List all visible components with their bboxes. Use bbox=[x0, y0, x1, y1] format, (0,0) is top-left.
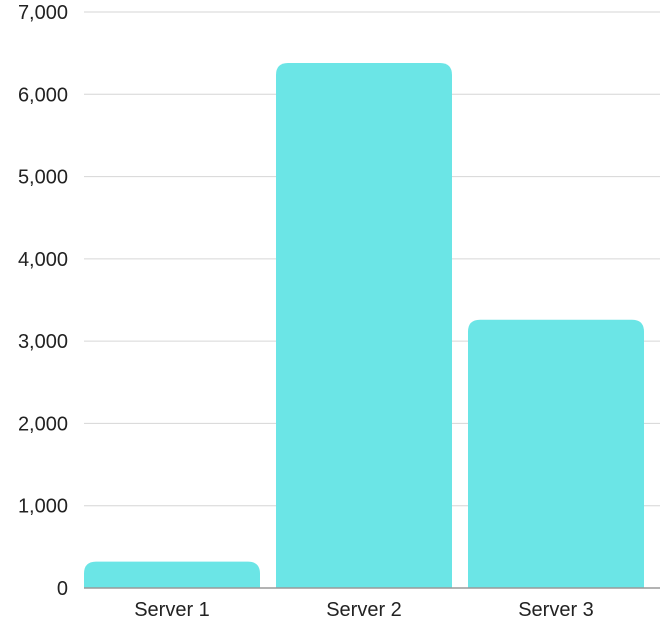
y-tick-label: 7,000 bbox=[18, 2, 68, 24]
x-tick-label: Server 1 bbox=[134, 599, 210, 619]
x-tick-label: Server 2 bbox=[326, 599, 402, 619]
y-tick-label: 5,000 bbox=[18, 167, 68, 189]
y-tick-label: 3,000 bbox=[18, 331, 68, 353]
x-tick-label: Server 3 bbox=[518, 599, 594, 619]
bar-server-1 bbox=[84, 561, 260, 588]
bars bbox=[84, 63, 644, 588]
y-tick-label: 0 bbox=[57, 578, 68, 600]
y-tick-label: 6,000 bbox=[18, 84, 68, 106]
bar-server-3 bbox=[468, 319, 644, 588]
bar-server-2 bbox=[276, 63, 452, 588]
y-axis-tick-labels: 0 1,000 2,000 3,000 4,000 5,000 6,000 7,000 bbox=[18, 2, 68, 600]
x-axis-tick-labels: Server 1 Server 2 Server 3 bbox=[134, 599, 594, 621]
y-tick-label: 1,000 bbox=[18, 496, 68, 518]
y-tick-label: 4,000 bbox=[18, 249, 68, 271]
y-tick-label: 2,000 bbox=[18, 413, 68, 435]
